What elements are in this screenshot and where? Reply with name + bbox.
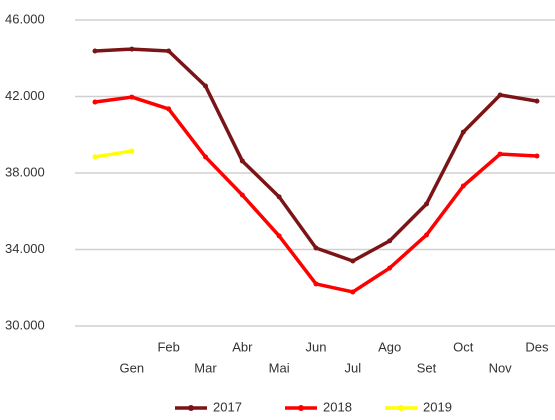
point bbox=[534, 98, 540, 104]
x-tick-label: Feb bbox=[157, 339, 179, 354]
x-tick-label: Mai bbox=[269, 360, 290, 375]
x-tick-label: Gen bbox=[120, 360, 145, 375]
point bbox=[202, 154, 208, 160]
point bbox=[460, 183, 466, 189]
x-tick-label: Nov bbox=[489, 360, 513, 375]
x-tick-label: Oct bbox=[453, 339, 474, 354]
legend-marker bbox=[298, 405, 304, 411]
x-tick-label: Mar bbox=[194, 360, 217, 375]
point bbox=[423, 201, 429, 207]
point bbox=[92, 48, 98, 54]
point bbox=[239, 158, 245, 164]
x-tick-label: Jul bbox=[344, 360, 361, 375]
point bbox=[460, 129, 466, 135]
point bbox=[276, 233, 282, 239]
point bbox=[423, 232, 429, 238]
legend-label: 2019 bbox=[423, 399, 452, 414]
point bbox=[350, 289, 356, 295]
point bbox=[276, 194, 282, 200]
point bbox=[497, 151, 503, 157]
x-tick-label: Ago bbox=[378, 339, 401, 354]
series-line bbox=[94, 149, 133, 159]
series-line bbox=[94, 47, 538, 263]
point bbox=[313, 245, 319, 251]
point bbox=[350, 258, 356, 264]
point bbox=[166, 106, 172, 112]
point bbox=[92, 154, 98, 160]
legend-label: 2017 bbox=[213, 399, 242, 414]
point bbox=[129, 148, 135, 154]
point bbox=[239, 192, 245, 198]
y-tick-label: 38.000 bbox=[5, 164, 45, 179]
y-tick-label: 46.000 bbox=[5, 11, 45, 26]
y-tick-label: 34.000 bbox=[5, 241, 45, 256]
point bbox=[387, 265, 393, 271]
x-tick-label: Jun bbox=[305, 339, 326, 354]
x-tick-label: Des bbox=[525, 339, 549, 354]
point bbox=[129, 46, 135, 52]
point bbox=[497, 92, 503, 98]
legend-label: 2018 bbox=[323, 399, 352, 414]
point bbox=[313, 281, 319, 287]
point bbox=[92, 99, 98, 105]
point bbox=[202, 83, 208, 89]
x-tick-label: Abr bbox=[232, 339, 253, 354]
legend-marker bbox=[398, 405, 404, 411]
point bbox=[129, 94, 135, 100]
point bbox=[534, 153, 540, 159]
y-tick-label: 42.000 bbox=[5, 88, 45, 103]
point bbox=[387, 238, 393, 244]
x-tick-label: Set bbox=[417, 360, 437, 375]
legend-marker bbox=[188, 405, 194, 411]
y-tick-label: 30.000 bbox=[5, 317, 45, 332]
point bbox=[166, 48, 172, 54]
